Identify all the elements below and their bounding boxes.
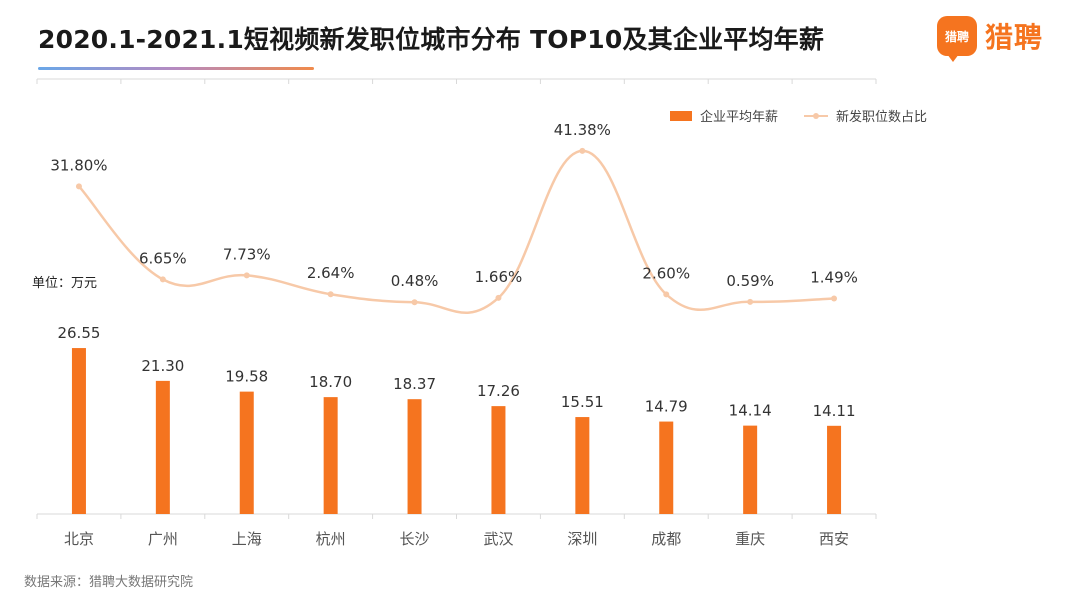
line-value-label: 31.80% <box>50 156 107 174</box>
line-value-label: 0.59% <box>726 272 774 290</box>
line-point <box>663 291 670 298</box>
line-point <box>243 272 250 279</box>
bar-1 <box>71 348 86 514</box>
chart-title: 2020.1-2021.1短视频新发职位城市分布 TOP10及其企业平均年薪 <box>38 25 825 54</box>
chart-legend: 企业平均年薪 新发职位数占比 <box>670 106 927 125</box>
category-label: 广州 <box>148 530 178 548</box>
category-label: 武汉 <box>483 530 513 548</box>
category-label: 上海 <box>232 530 262 548</box>
labels-layer: 26.55 北京 21.30 广州 19.58 上海 18.70 杭州 18.37 长沙 17.26… <box>50 121 858 548</box>
category-label: 长沙 <box>400 530 430 548</box>
bar-value-label: 26.55 <box>57 324 100 342</box>
line-point <box>159 276 166 283</box>
title-underline <box>38 67 314 70</box>
bar-6 <box>491 406 506 514</box>
bar-value-label: 17.26 <box>477 382 520 400</box>
line-value-label: 2.64% <box>307 264 355 282</box>
bar-value-label: 18.70 <box>309 373 352 391</box>
line-point <box>327 291 334 298</box>
line-point <box>831 295 838 302</box>
bars-layer <box>71 348 842 514</box>
bar-2 <box>155 380 170 514</box>
chat-bubble-icon: 猎聘 <box>937 16 977 62</box>
legend-label-salary: 企业平均年薪 <box>700 110 779 125</box>
legend-item-salary: 企业平均年薪 <box>670 106 778 125</box>
bar-8 <box>659 421 674 514</box>
category-label: 北京 <box>64 530 94 548</box>
bar-value-label: 14.79 <box>645 398 688 416</box>
line-point <box>495 294 502 301</box>
brand-name: 猎聘 <box>985 21 1044 54</box>
category-label: 西安 <box>819 530 849 548</box>
brand-badge-text: 猎聘 <box>944 29 969 44</box>
bar-value-label: 18.37 <box>393 375 436 393</box>
legend-item-share: 新发职位数占比 <box>804 106 927 125</box>
line-point <box>411 299 418 306</box>
legend-bar-swatch <box>670 110 692 121</box>
bar-5 <box>407 399 422 514</box>
legend-label-share: 新发职位数占比 <box>836 110 928 125</box>
line-value-label: 7.73% <box>223 245 271 263</box>
line-layer <box>75 147 838 314</box>
line-value-label: 2.60% <box>642 264 690 282</box>
line-value-label: 1.66% <box>475 268 523 286</box>
line-value-label: 0.48% <box>391 272 439 290</box>
line-value-label: 41.38% <box>554 121 611 139</box>
bar-value-label: 21.30 <box>141 357 184 375</box>
line-value-label: 6.65% <box>139 249 187 267</box>
bar-7 <box>575 417 590 514</box>
line-point <box>747 298 754 305</box>
bar-value-label: 14.11 <box>813 402 856 420</box>
category-label: 成都 <box>651 530 681 548</box>
share-line <box>78 149 835 314</box>
line-value-label: 1.49% <box>810 268 858 286</box>
data-source-note: 数据来源：猎聘大数据研究院 <box>24 575 194 590</box>
bar-4 <box>323 397 338 514</box>
bar-3 <box>239 391 254 514</box>
bar-value-label: 14.14 <box>729 402 772 420</box>
line-point <box>579 147 586 154</box>
bar-9 <box>743 425 758 514</box>
brand-logo: 猎聘 猎聘 <box>937 16 1044 62</box>
bar-10 <box>827 425 842 514</box>
unit-label: 单位：万元 <box>32 276 98 291</box>
legend-line-swatch <box>804 111 829 121</box>
category-label: 杭州 <box>316 530 346 548</box>
category-label: 重庆 <box>735 530 765 548</box>
axes-layer <box>36 78 877 519</box>
line-point <box>75 183 82 190</box>
category-label: 深圳 <box>567 530 597 548</box>
bar-value-label: 15.51 <box>561 393 604 411</box>
bar-value-label: 19.58 <box>225 368 268 386</box>
